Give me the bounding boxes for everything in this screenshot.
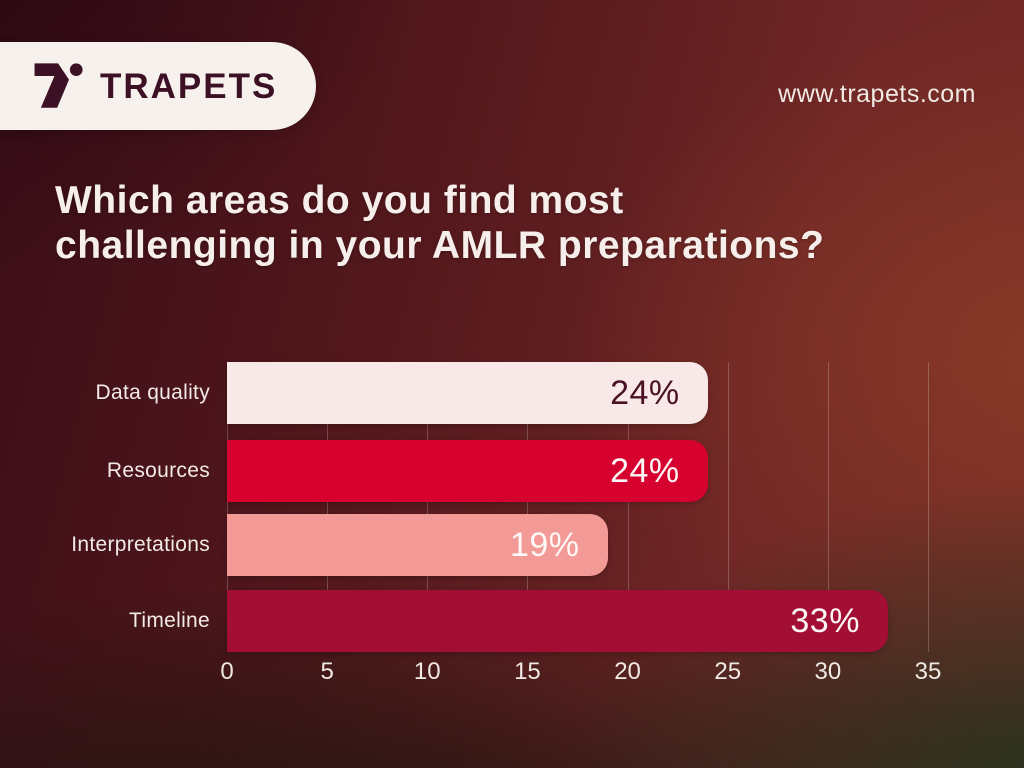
x-axis-ticks: 0 5 10 15 20 25 30 35	[220, 658, 941, 692]
bar-value-resources: 24%	[610, 451, 680, 490]
chart-gridlines	[227, 362, 929, 652]
x-tick-label: 35	[914, 658, 942, 685]
gridline	[627, 362, 629, 652]
bar-resources: 24%	[227, 440, 708, 502]
website-url: www.trapets.com	[778, 80, 976, 108]
chart-row-interpretations: Interpretations 19%	[0, 514, 608, 576]
bar-interpretations: 19%	[227, 514, 608, 576]
x-tick-label: 5	[320, 658, 334, 685]
x-tick-label: 15	[514, 658, 541, 685]
category-label-interpretations: Interpretations	[71, 533, 210, 556]
bar-value-timeline: 33%	[790, 601, 860, 640]
chart-row-timeline: Timeline 33%	[0, 590, 888, 652]
bar-value-data-quality: 24%	[610, 373, 680, 412]
bar-chart: Data quality 24% Resources 24% Interpret…	[0, 362, 960, 702]
category-label-resources: Resources	[106, 459, 210, 482]
gridline	[727, 362, 729, 652]
gridline	[928, 362, 929, 652]
brand-name: TRAPETS	[100, 66, 278, 106]
gridline	[327, 362, 329, 652]
x-tick-label: 25	[714, 658, 742, 685]
page-title: Which areas do you find most challenging …	[55, 178, 995, 268]
gridline	[827, 362, 829, 652]
trapets-logo-icon	[34, 63, 83, 108]
chart-row-resources: Resources 24%	[0, 440, 708, 502]
x-tick-label: 20	[614, 658, 641, 685]
gridline	[527, 362, 529, 652]
gridline	[227, 362, 228, 652]
bar-timeline: 33%	[227, 590, 888, 652]
x-tick-label: 10	[413, 658, 441, 685]
bar-value-interpretations: 19%	[509, 525, 580, 564]
page-title-line1: Which areas do you find most	[55, 179, 624, 222]
x-tick-label: 30	[814, 658, 842, 685]
page-title-line2: challenging in your AMLR preparations?	[55, 224, 825, 268]
gridline	[427, 362, 429, 652]
chart-plot-area: Data quality 24% Resources 24% Interpret…	[0, 362, 960, 652]
category-label-data-quality: Data quality	[95, 381, 210, 404]
brand-logo-pill: TRAPETS	[0, 42, 316, 130]
x-tick-label: 0	[220, 658, 234, 685]
chart-row-data-quality: Data quality 24%	[0, 362, 708, 424]
category-label-timeline: Timeline	[129, 609, 210, 632]
bar-data-quality: 24%	[227, 362, 708, 424]
